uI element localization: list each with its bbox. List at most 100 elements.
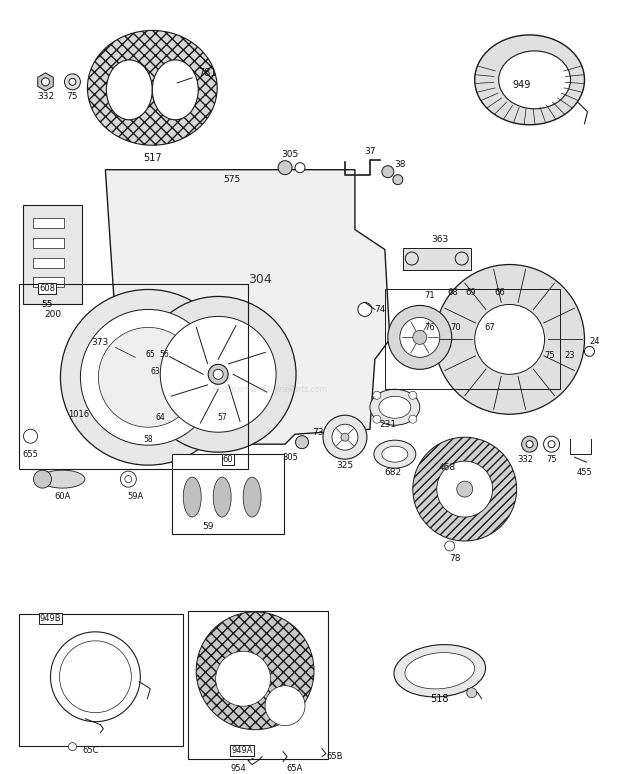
Circle shape bbox=[393, 175, 403, 185]
Text: 231: 231 bbox=[379, 420, 396, 429]
Text: 58: 58 bbox=[143, 435, 153, 444]
Circle shape bbox=[413, 330, 427, 344]
Circle shape bbox=[68, 742, 76, 751]
Circle shape bbox=[413, 437, 516, 541]
Ellipse shape bbox=[394, 645, 485, 697]
Text: 65: 65 bbox=[146, 350, 155, 359]
Text: 332: 332 bbox=[518, 454, 534, 464]
Text: ReplacementEngineParts.com: ReplacementEngineParts.com bbox=[213, 385, 327, 394]
Text: 305: 305 bbox=[282, 453, 298, 461]
Ellipse shape bbox=[196, 612, 314, 730]
Bar bbox=[32, 238, 64, 248]
Circle shape bbox=[140, 296, 296, 452]
Circle shape bbox=[332, 424, 358, 450]
Ellipse shape bbox=[40, 470, 85, 488]
Text: 363: 363 bbox=[431, 235, 448, 244]
Bar bbox=[32, 258, 64, 268]
Text: 332: 332 bbox=[37, 92, 54, 101]
Circle shape bbox=[467, 688, 477, 697]
Text: 67: 67 bbox=[484, 323, 495, 332]
Circle shape bbox=[42, 78, 50, 86]
Bar bbox=[32, 217, 64, 228]
Text: 518: 518 bbox=[430, 694, 449, 704]
Text: 73: 73 bbox=[312, 428, 324, 437]
Text: 200: 200 bbox=[44, 310, 61, 319]
Text: 949B: 949B bbox=[40, 615, 61, 623]
Text: 781: 781 bbox=[198, 68, 216, 78]
Circle shape bbox=[213, 369, 223, 379]
Circle shape bbox=[296, 436, 309, 449]
Ellipse shape bbox=[379, 396, 411, 418]
Circle shape bbox=[400, 317, 440, 358]
Text: 23: 23 bbox=[564, 351, 575, 360]
Circle shape bbox=[64, 74, 81, 90]
Text: 64: 64 bbox=[156, 413, 165, 422]
Text: 38: 38 bbox=[394, 160, 405, 170]
Text: 949: 949 bbox=[512, 80, 531, 90]
Circle shape bbox=[373, 415, 381, 423]
Text: 65A: 65A bbox=[287, 764, 303, 773]
Bar bbox=[32, 278, 64, 287]
Ellipse shape bbox=[153, 60, 198, 120]
Text: 954: 954 bbox=[230, 764, 246, 773]
Ellipse shape bbox=[243, 477, 261, 517]
Text: 517: 517 bbox=[143, 152, 162, 163]
Circle shape bbox=[120, 471, 136, 487]
Text: 60: 60 bbox=[223, 454, 234, 464]
Text: 682: 682 bbox=[384, 467, 401, 477]
Ellipse shape bbox=[382, 446, 408, 462]
Circle shape bbox=[208, 365, 228, 385]
Circle shape bbox=[358, 303, 372, 317]
Text: 949A: 949A bbox=[231, 746, 253, 755]
Ellipse shape bbox=[374, 440, 416, 468]
Ellipse shape bbox=[184, 477, 202, 517]
Text: 70: 70 bbox=[450, 323, 461, 332]
Ellipse shape bbox=[498, 51, 570, 109]
Text: 65B: 65B bbox=[327, 752, 343, 761]
Ellipse shape bbox=[405, 652, 474, 689]
Ellipse shape bbox=[475, 35, 585, 125]
Circle shape bbox=[99, 327, 198, 427]
Circle shape bbox=[457, 481, 472, 497]
Circle shape bbox=[544, 437, 559, 452]
Text: 59A: 59A bbox=[127, 491, 143, 501]
Text: 69: 69 bbox=[466, 288, 476, 297]
Text: 76: 76 bbox=[425, 323, 435, 332]
Text: 71: 71 bbox=[425, 291, 435, 300]
Circle shape bbox=[373, 392, 381, 399]
Text: 373: 373 bbox=[92, 338, 109, 347]
Ellipse shape bbox=[107, 60, 153, 120]
Text: 78: 78 bbox=[449, 554, 461, 563]
Circle shape bbox=[33, 470, 51, 488]
Circle shape bbox=[24, 430, 37, 444]
Bar bbox=[403, 248, 471, 269]
Text: 59: 59 bbox=[203, 522, 214, 530]
Circle shape bbox=[69, 78, 76, 85]
Ellipse shape bbox=[216, 651, 270, 706]
Circle shape bbox=[409, 392, 417, 399]
Circle shape bbox=[161, 317, 276, 432]
Text: 1016: 1016 bbox=[68, 409, 89, 419]
Text: 56: 56 bbox=[159, 350, 169, 359]
Bar bbox=[19, 285, 248, 469]
Text: 455: 455 bbox=[577, 467, 592, 477]
Text: 24: 24 bbox=[589, 337, 600, 346]
Text: 66: 66 bbox=[494, 288, 505, 297]
Text: 608: 608 bbox=[40, 284, 55, 293]
Text: 57: 57 bbox=[217, 413, 227, 422]
Text: 65C: 65C bbox=[82, 746, 99, 755]
Polygon shape bbox=[104, 170, 390, 444]
Text: 655: 655 bbox=[22, 450, 38, 459]
Text: 575: 575 bbox=[224, 175, 241, 184]
Circle shape bbox=[409, 415, 417, 423]
Text: 63: 63 bbox=[151, 367, 160, 376]
Circle shape bbox=[61, 289, 236, 465]
Text: 60A: 60A bbox=[55, 491, 71, 501]
Text: 74: 74 bbox=[374, 305, 386, 314]
Circle shape bbox=[125, 476, 132, 483]
Circle shape bbox=[526, 440, 533, 447]
Text: 55: 55 bbox=[42, 300, 53, 309]
Text: 325: 325 bbox=[337, 461, 353, 470]
Bar bbox=[22, 204, 82, 304]
Circle shape bbox=[295, 163, 305, 173]
